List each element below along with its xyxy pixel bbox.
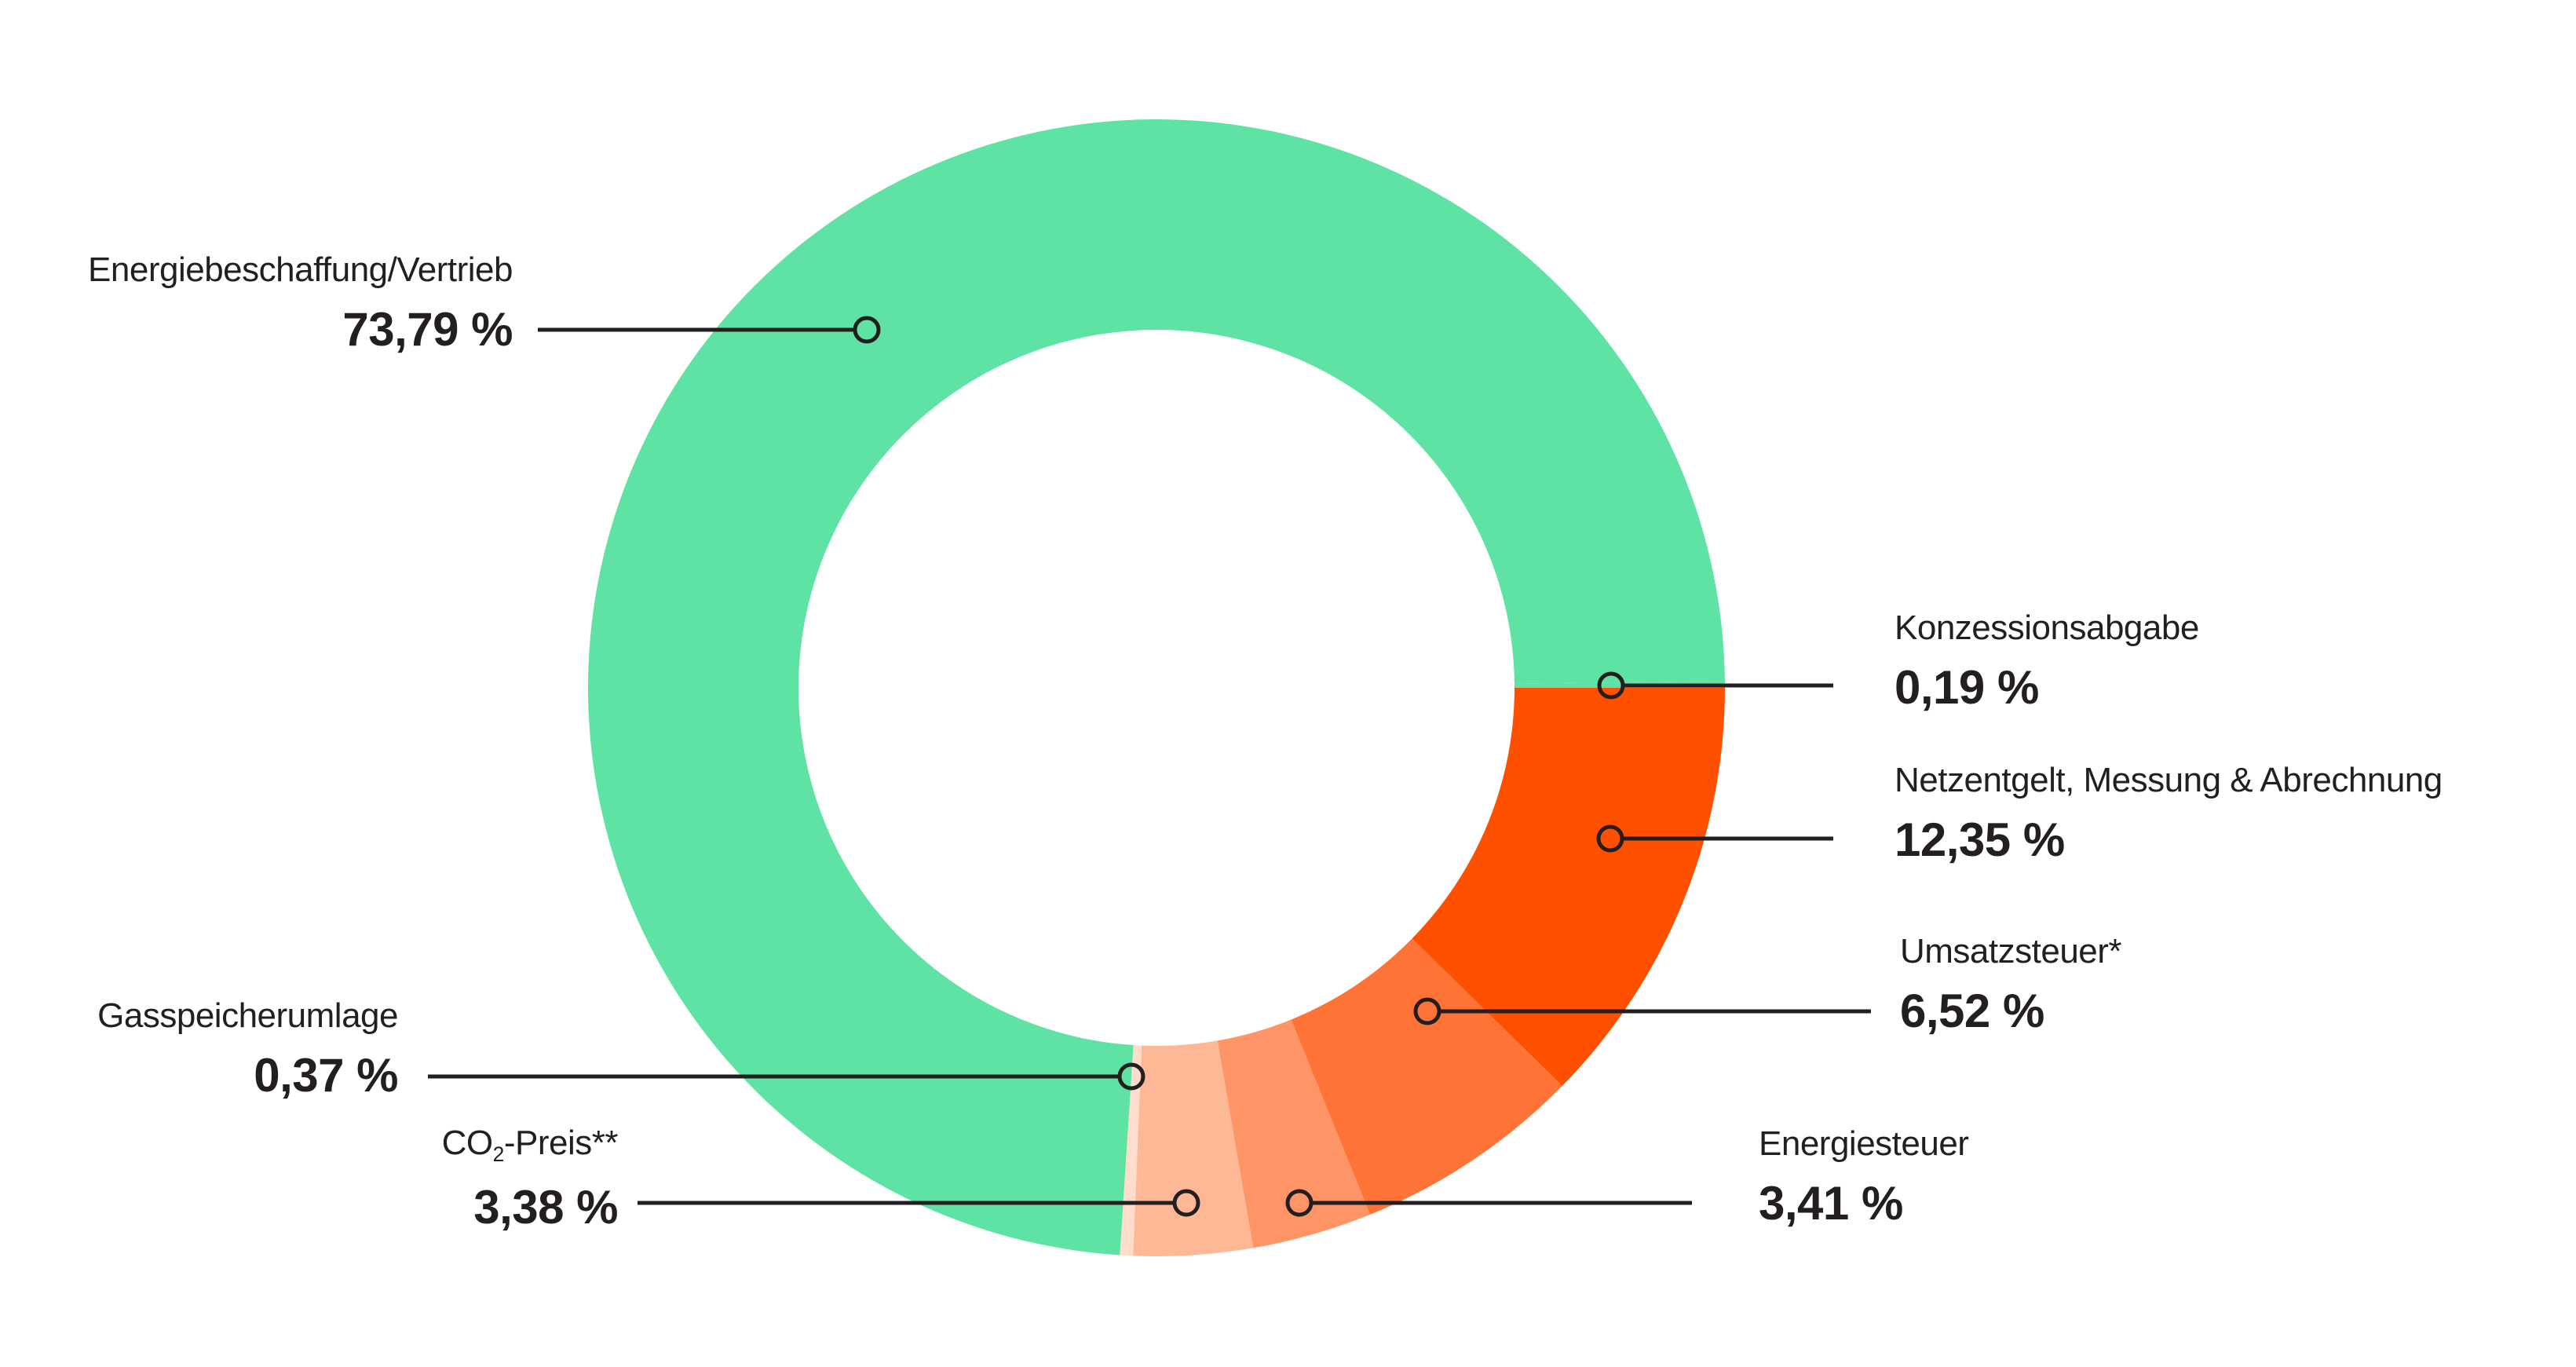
marker-energiebeschaffung (853, 316, 881, 344)
marker-umsatzsteuer (1413, 997, 1441, 1025)
label-umsatzsteuer: Umsatzsteuer* 6,52 % (1900, 932, 2122, 1037)
leader-lines (428, 316, 1871, 1217)
label-name: Konzessionsabgabe (1895, 609, 2199, 647)
label-value: 0,19 % (1895, 661, 2039, 714)
segment-energiesteuer (1217, 1019, 1371, 1248)
marker-konzession (1597, 671, 1625, 700)
segment-umsatzsteuer (1291, 938, 1562, 1215)
label-name: CO2-Preis** (441, 1124, 619, 1167)
label-name: Netzentgelt, Messung & Abrechnung (1895, 761, 2443, 799)
label-name: Gasspeicherumlage (97, 996, 398, 1035)
label-name: Energiesteuer (1759, 1124, 1969, 1163)
label-value: 0,37 % (254, 1049, 398, 1102)
segment-netzentgelt (1412, 688, 1726, 1087)
label-value: 73,79 % (342, 303, 513, 356)
label-name: Energiebeschaffung/Vertrieb (88, 250, 513, 289)
label-value: 3,41 % (1759, 1177, 1903, 1230)
label-value: 6,52 % (1900, 985, 2044, 1037)
label-gasspeicher: Gasspeicherumlage 0,37 % (97, 999, 398, 1099)
marker-energiesteuer (1285, 1189, 1314, 1217)
label-energiesteuer: Energiesteuer 3,41 % (1759, 1124, 1969, 1230)
label-value: 12,35 % (1895, 813, 2065, 866)
label-konzession: Konzessionsabgabe 0,19 % (1895, 611, 2199, 711)
donut-segments (588, 119, 1726, 1257)
label-co2: CO2-Preis** 3,38 % (441, 1124, 619, 1234)
marker-gasspeicher (1117, 1062, 1145, 1091)
label-name: Umsatzsteuer* (1900, 932, 2122, 970)
marker-netzentgelt (1596, 824, 1624, 853)
marker-co2 (1172, 1189, 1200, 1217)
segment-energiebeschaffung (588, 119, 1725, 1256)
label-value: 3,38 % (473, 1180, 618, 1234)
label-energiebeschaffung: Energiebeschaffung/Vertrieb 73,79 % (88, 253, 513, 353)
label-netzentgelt: Netzentgelt, Messung & Abrechnung 12,35 … (1895, 763, 2443, 864)
